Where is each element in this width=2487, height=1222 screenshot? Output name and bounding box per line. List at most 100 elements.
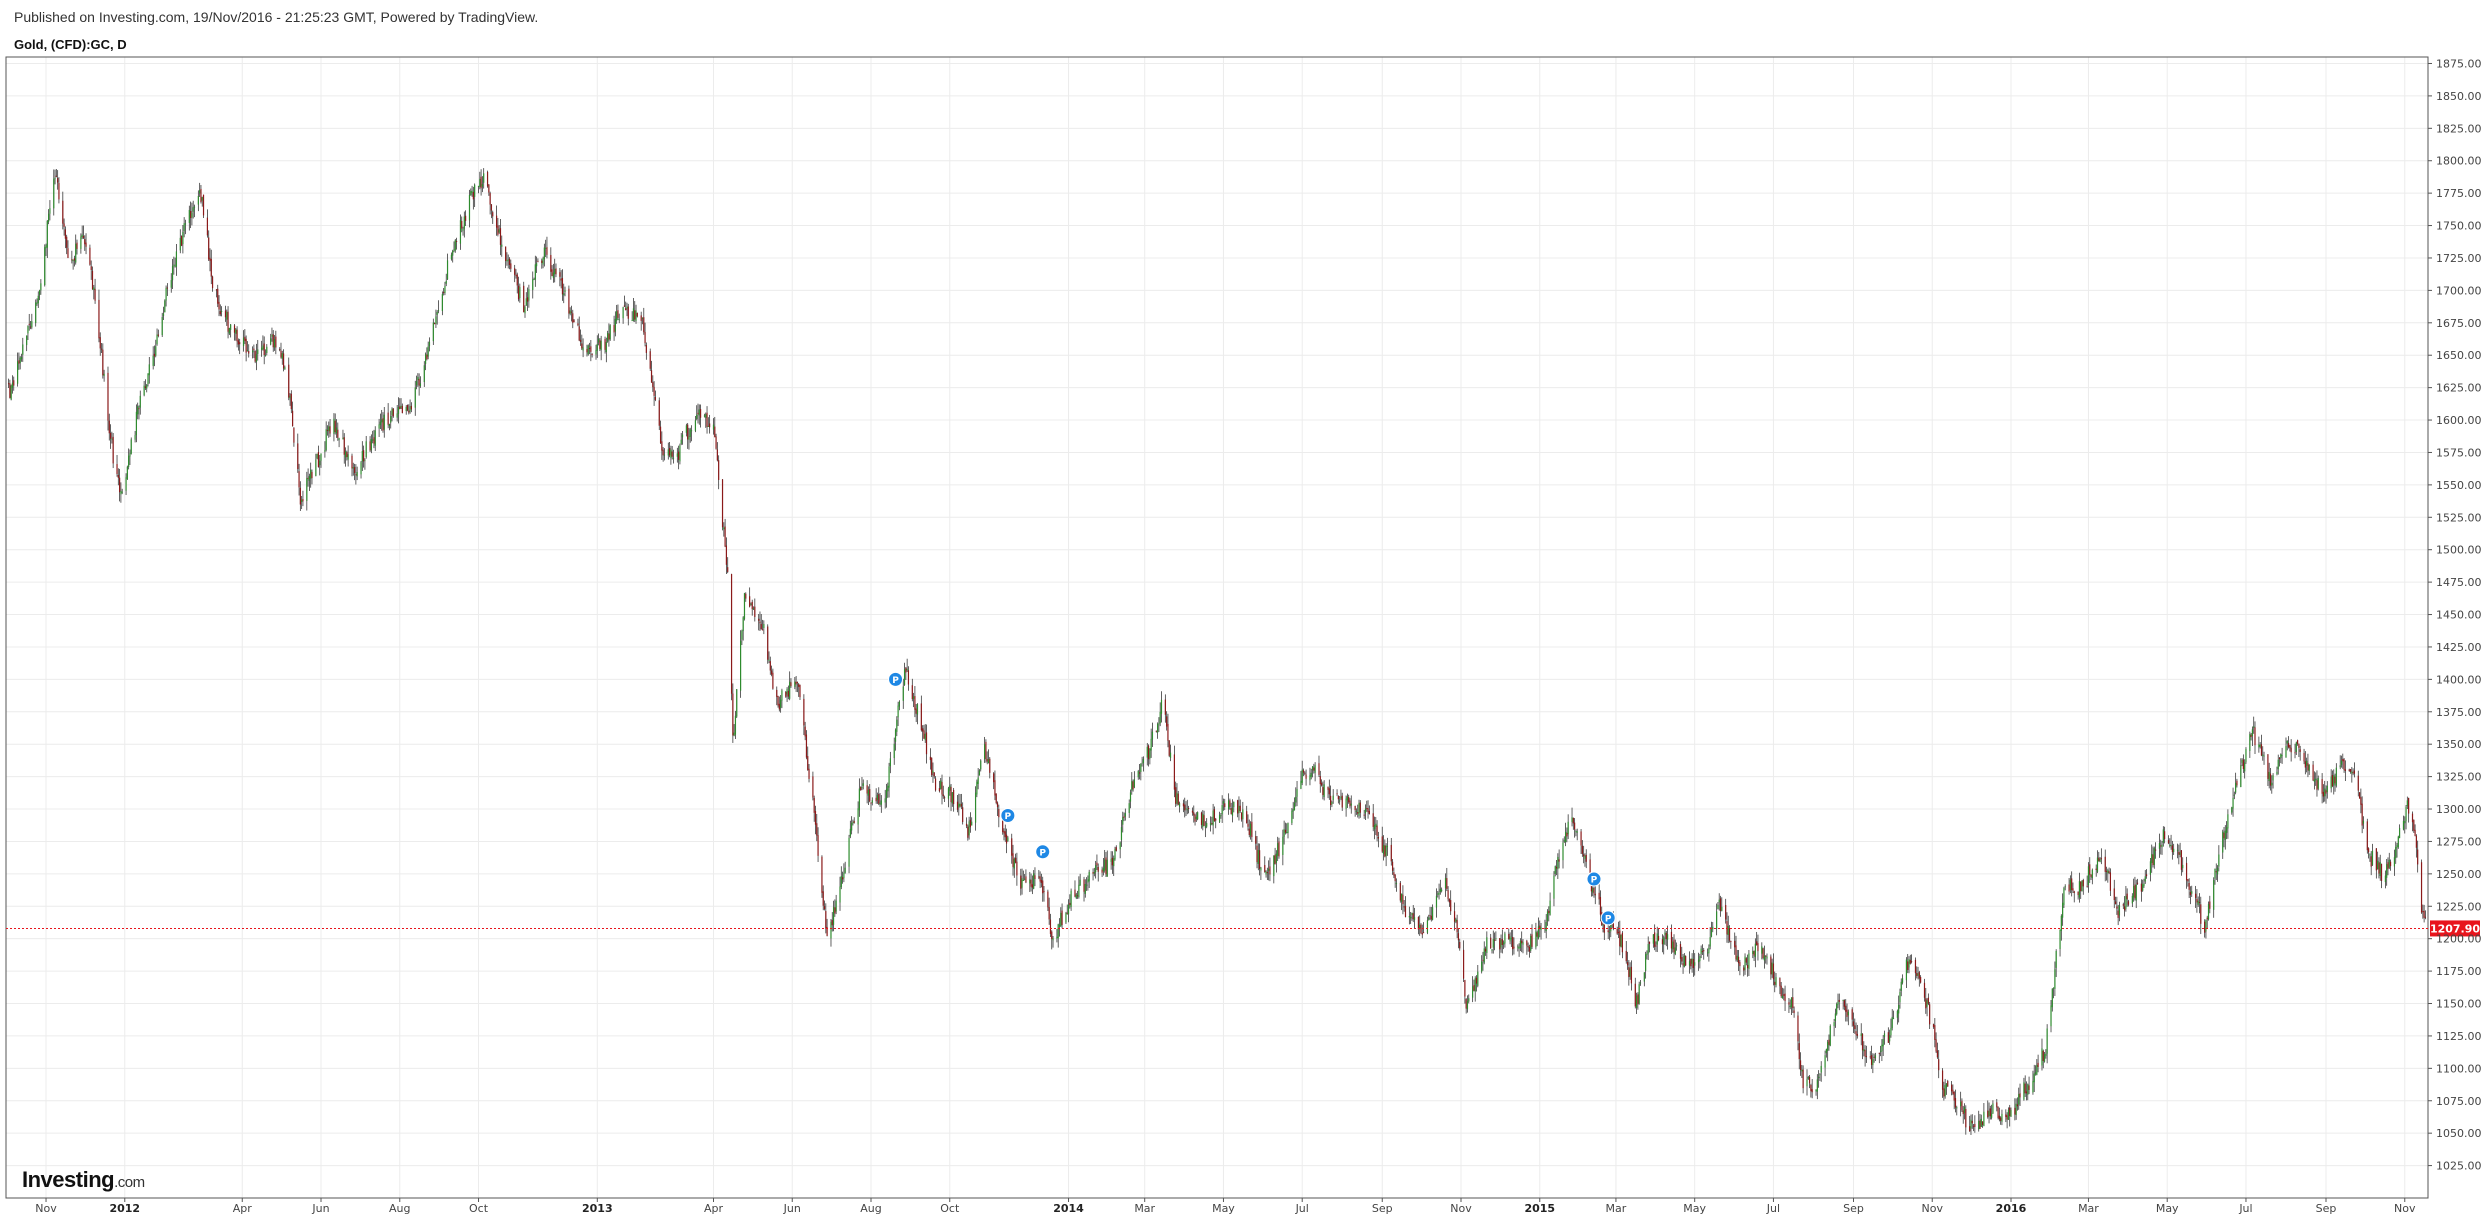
- candle-down: [2006, 1115, 2008, 1120]
- candle-down: [2077, 891, 2079, 896]
- candle-down: [253, 348, 255, 351]
- investing-logo: Investing.com: [22, 1167, 145, 1192]
- candle-down: [1367, 808, 1369, 813]
- candle-down: [1490, 937, 1492, 949]
- candle-down: [2254, 727, 2256, 746]
- candle-up: [1504, 933, 1506, 944]
- candle-down: [687, 424, 689, 440]
- candle-up: [2393, 857, 2396, 867]
- candle-up: [235, 329, 237, 334]
- candle-down: [2387, 862, 2389, 870]
- candle-up: [1983, 1111, 1985, 1127]
- candle-down: [1237, 800, 1239, 814]
- candle-up: [452, 250, 454, 256]
- candle-up: [781, 690, 783, 701]
- candle-down: [2378, 862, 2380, 874]
- candle-up: [20, 356, 23, 360]
- candle-down: [1123, 816, 1125, 818]
- candle-down: [911, 685, 913, 700]
- candle-down: [1521, 940, 1523, 944]
- candle-down: [943, 797, 946, 799]
- candle-up: [980, 760, 982, 770]
- candle-up: [680, 439, 682, 444]
- candle-down: [1979, 1120, 1981, 1129]
- candle-up: [1222, 801, 1225, 804]
- candle-down: [2204, 921, 2206, 933]
- candle-down: [1753, 951, 1755, 956]
- candle-up: [199, 190, 201, 194]
- price-axis[interactable]: 1025.00 1050.00 1075.00 1100.00 1125.00 1150.…: [2428, 57, 2482, 1173]
- candle-up: [932, 770, 934, 773]
- candle-down: [2080, 881, 2082, 892]
- candle-down: [499, 228, 502, 245]
- candle-up: [1564, 831, 1567, 843]
- candle-down: [2200, 904, 2202, 924]
- candle-down: [302, 499, 304, 502]
- candle-down: [418, 378, 420, 386]
- candle-up: [1860, 1033, 1862, 1036]
- candle-up: [347, 454, 349, 460]
- candle-up: [924, 733, 926, 741]
- candle-up: [622, 307, 624, 319]
- candle-up: [1300, 780, 1302, 789]
- candle-down: [1998, 1115, 2000, 1120]
- candle-down: [1728, 928, 1731, 941]
- candle-up: [2007, 1109, 2010, 1120]
- candle-up: [1807, 1077, 1809, 1079]
- candle-up: [733, 732, 735, 736]
- candle-up: [2069, 879, 2071, 890]
- candle-down: [2209, 901, 2211, 909]
- event-marker[interactable]: P: [1000, 808, 1016, 824]
- candle-up: [2253, 726, 2255, 728]
- x-tick-label: Nov: [1922, 1202, 1944, 1215]
- candle-down: [1612, 921, 1614, 929]
- candle-up: [1898, 1004, 1900, 1014]
- candle-down: [869, 789, 871, 802]
- y-tick-label: 1650.00: [2436, 349, 2482, 362]
- x-tick-label: Nov: [1450, 1202, 1472, 1215]
- candle-up: [501, 244, 503, 247]
- candle-down: [933, 772, 935, 777]
- candle-down: [1482, 959, 1484, 961]
- candle-down: [1453, 911, 1456, 922]
- x-tick-label: 2015: [1524, 1202, 1555, 1215]
- time-axis[interactable]: Nov 2012 Apr Jun Aug Oct 2013 Apr Jun Aug Oct 2014 M…: [35, 1198, 2416, 1215]
- candle-up: [1195, 816, 1197, 820]
- candle-up: [750, 603, 752, 605]
- event-marker[interactable]: P: [1586, 871, 1602, 887]
- candle-down: [382, 418, 384, 431]
- candle-up: [1816, 1079, 1818, 1092]
- candle-down: [1182, 803, 1185, 807]
- candle-down: [2360, 797, 2362, 805]
- candle-down: [1049, 919, 1052, 934]
- candle-up: [2162, 829, 2164, 843]
- event-marker[interactable]: P: [888, 671, 904, 687]
- candle-up: [1358, 802, 1360, 816]
- y-tick-label: 1225.00: [2436, 900, 2482, 913]
- event-marker[interactable]: P: [1035, 844, 1051, 860]
- event-marker[interactable]: P: [1600, 910, 1616, 926]
- candle-down: [799, 684, 801, 698]
- candle-up: [1283, 828, 1285, 837]
- candle-down: [1403, 906, 1405, 908]
- candle-up: [1345, 798, 1347, 809]
- candle-down: [1459, 942, 1461, 949]
- candle-down: [2289, 744, 2291, 749]
- candle-down: [1230, 808, 1232, 815]
- candle-down: [796, 682, 799, 684]
- candle-up: [685, 425, 687, 433]
- candle-up: [1197, 812, 1199, 820]
- y-tick-label: 1625.00: [2436, 382, 2482, 395]
- candle-up: [862, 783, 864, 786]
- candle-up: [1065, 912, 1067, 923]
- candle-down: [807, 756, 809, 770]
- candle-down: [1030, 879, 1032, 887]
- candle-up: [1104, 859, 1106, 871]
- candle-up: [365, 441, 367, 458]
- candle-up: [2023, 1082, 2025, 1100]
- candle-up: [2149, 861, 2152, 875]
- y-tick-label: 1075.00: [2436, 1095, 2482, 1108]
- candle-down: [758, 618, 760, 621]
- candle-up: [2054, 969, 2056, 989]
